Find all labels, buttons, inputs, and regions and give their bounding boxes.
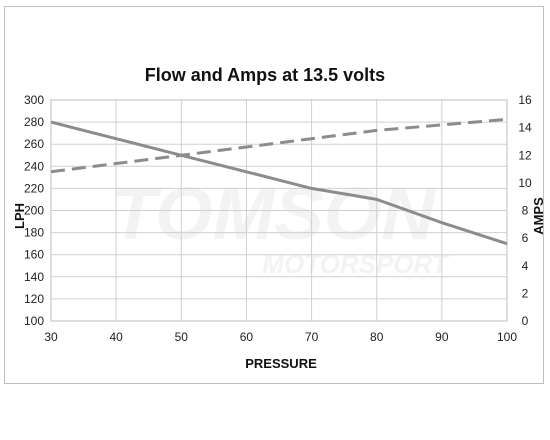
- y-left-tick-280: 280: [24, 115, 44, 129]
- chart-frame: TOMSON MOTORSPORT 100 120 140 160 180 200 220 2…: [4, 6, 546, 384]
- y-left-tick-100: 100: [24, 314, 44, 328]
- y-right-tick-2: 2: [522, 286, 529, 300]
- watermark-line1: TOMSON: [111, 172, 436, 255]
- y-left-tick-240: 240: [24, 159, 44, 173]
- x-tick-90: 90: [435, 330, 449, 344]
- line-chart: TOMSON MOTORSPORT 1001201401601802002202…: [12, 65, 546, 371]
- tick-labels: 100 120 140 160 180 200 220 240 260 280 300 0 2 4 6 8 10…: [24, 93, 532, 344]
- y-left-tick-260: 260: [24, 137, 44, 151]
- y-left-tick-160: 160: [24, 248, 44, 262]
- x-tick-40: 40: [109, 330, 123, 344]
- watermark: TOMSON MOTORSPORT: [111, 172, 450, 279]
- flow-series-line: [50, 120, 508, 246]
- y-right-tick-6: 6: [522, 231, 529, 245]
- chart-title: Flow and Amps at 13.5 volts: [145, 65, 385, 85]
- series-group: [50, 117, 508, 246]
- y-right-tick-16: 16: [518, 93, 532, 107]
- x-tick-80: 80: [370, 330, 384, 344]
- y-right-tick-0: 0: [522, 314, 529, 328]
- y-left-tick-220: 220: [24, 181, 44, 195]
- x-tick-60: 60: [240, 330, 254, 344]
- plot-area-border: [50, 99, 508, 322]
- y-left-tick-140: 140: [24, 270, 44, 284]
- x-tick-100: 100: [497, 330, 517, 344]
- y-left-axis-title: LPH: [12, 203, 27, 229]
- x-tick-50: 50: [175, 330, 189, 344]
- x-axis-title: PRESSURE: [245, 356, 317, 371]
- y-left-tick-180: 180: [24, 226, 44, 240]
- y-right-tick-12: 12: [518, 148, 532, 162]
- y-left-tick-300: 300: [24, 93, 44, 107]
- y-right-tick-10: 10: [518, 176, 532, 190]
- y-left-tick-200: 200: [24, 204, 44, 218]
- amps-series-line: [50, 117, 508, 174]
- y-right-tick-14: 14: [518, 121, 532, 135]
- y-left-tick-120: 120: [24, 292, 44, 306]
- watermark-line2: MOTORSPORT: [262, 249, 450, 279]
- y-right-tick-4: 4: [522, 259, 529, 273]
- grid-lines: [50, 99, 508, 322]
- x-tick-70: 70: [305, 330, 319, 344]
- x-tick-30: 30: [44, 330, 58, 344]
- y-right-tick-8: 8: [522, 204, 529, 218]
- y-right-axis-title: AMPS: [531, 197, 543, 235]
